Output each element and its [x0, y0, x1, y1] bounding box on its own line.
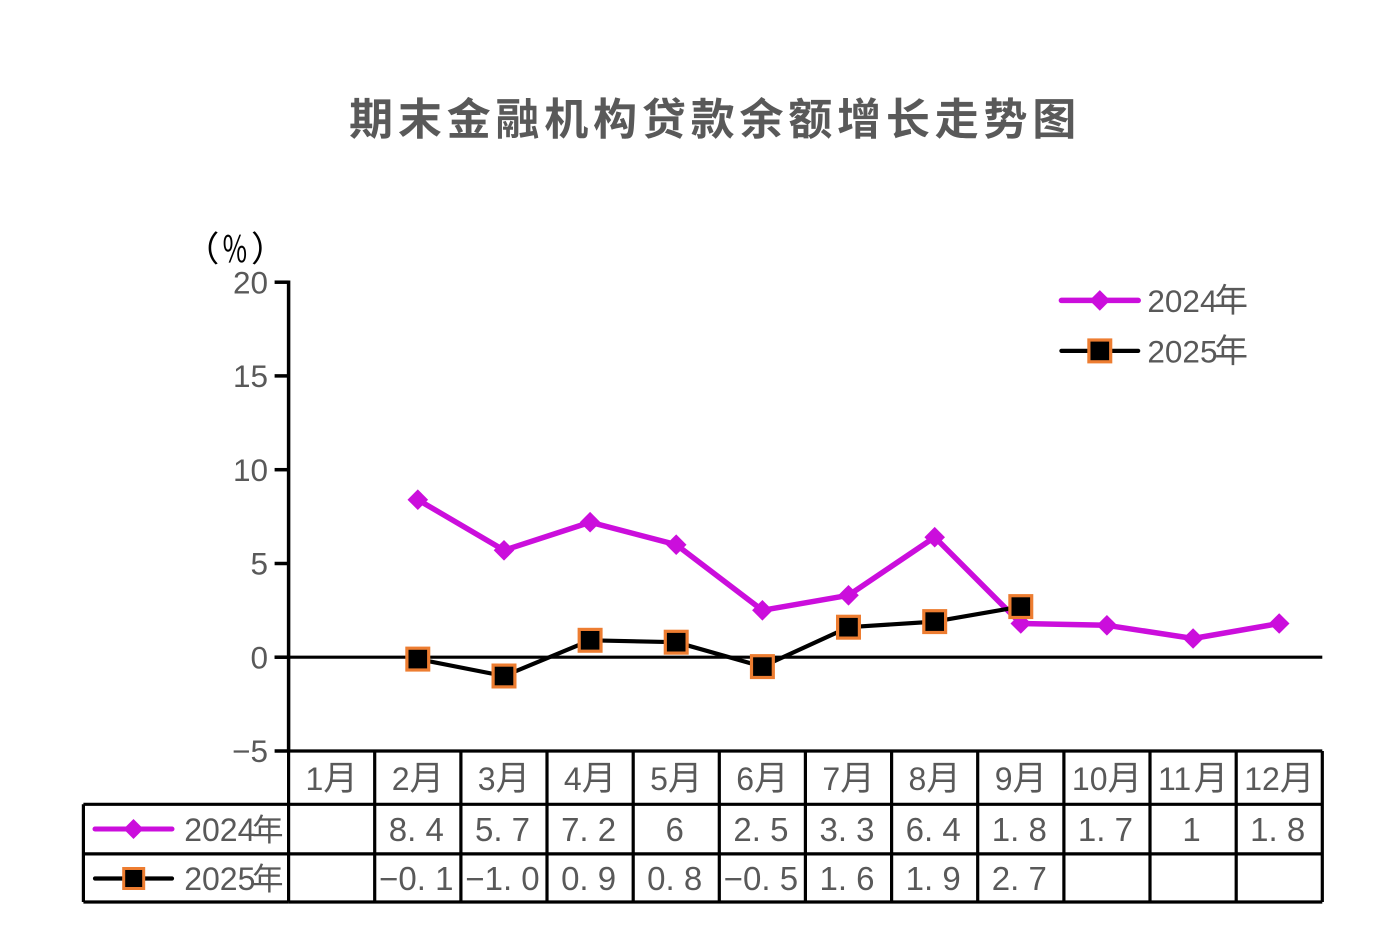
svg-text:12: 12 — [1244, 761, 1280, 797]
svg-text:6: 6 — [666, 811, 684, 848]
svg-text:−1. 0: −1. 0 — [465, 860, 539, 897]
svg-text:1: 1 — [306, 761, 324, 797]
svg-text:−0. 5: −0. 5 — [724, 860, 798, 897]
svg-text:3: 3 — [478, 761, 496, 797]
svg-text:2024: 2024 — [1147, 283, 1217, 319]
svg-text:−5: −5 — [232, 733, 268, 769]
svg-text:10: 10 — [1072, 761, 1108, 797]
svg-text:20: 20 — [233, 264, 268, 300]
svg-text:11: 11 — [1158, 761, 1191, 797]
svg-text:5: 5 — [250, 546, 268, 582]
svg-text:1. 7: 1. 7 — [1078, 811, 1133, 848]
svg-text:2: 2 — [392, 761, 410, 797]
svg-text:1. 8: 1. 8 — [992, 811, 1047, 848]
svg-text:0: 0 — [250, 639, 268, 675]
svg-text:2. 7: 2. 7 — [992, 860, 1047, 897]
svg-text:6: 6 — [736, 761, 754, 797]
svg-text:5: 5 — [650, 761, 668, 797]
svg-text:1: 1 — [1182, 811, 1200, 848]
svg-text:5. 7: 5. 7 — [475, 811, 530, 848]
svg-text:8: 8 — [909, 761, 927, 797]
svg-text:2. 5: 2. 5 — [733, 811, 788, 848]
svg-text:7: 7 — [822, 761, 840, 797]
svg-text:7. 2: 7. 2 — [561, 811, 616, 848]
svg-text:6. 4: 6. 4 — [906, 811, 961, 848]
svg-text:1. 9: 1. 9 — [906, 860, 961, 897]
svg-text:0. 9: 0. 9 — [561, 860, 616, 897]
svg-text:−0. 1: −0. 1 — [379, 860, 453, 897]
svg-text:3. 3: 3. 3 — [819, 811, 874, 848]
svg-text:2025: 2025 — [184, 861, 255, 897]
svg-text:0. 8: 0. 8 — [647, 860, 702, 897]
svg-text:1. 8: 1. 8 — [1250, 811, 1305, 848]
svg-text:15: 15 — [233, 358, 268, 394]
svg-text:2024: 2024 — [184, 812, 255, 848]
svg-text:8. 4: 8. 4 — [389, 811, 444, 848]
svg-text:1. 6: 1. 6 — [819, 860, 874, 897]
svg-text:10: 10 — [233, 452, 268, 488]
svg-text:9: 9 — [995, 761, 1013, 797]
svg-text:4: 4 — [564, 761, 582, 797]
svg-text:2025: 2025 — [1147, 334, 1217, 370]
